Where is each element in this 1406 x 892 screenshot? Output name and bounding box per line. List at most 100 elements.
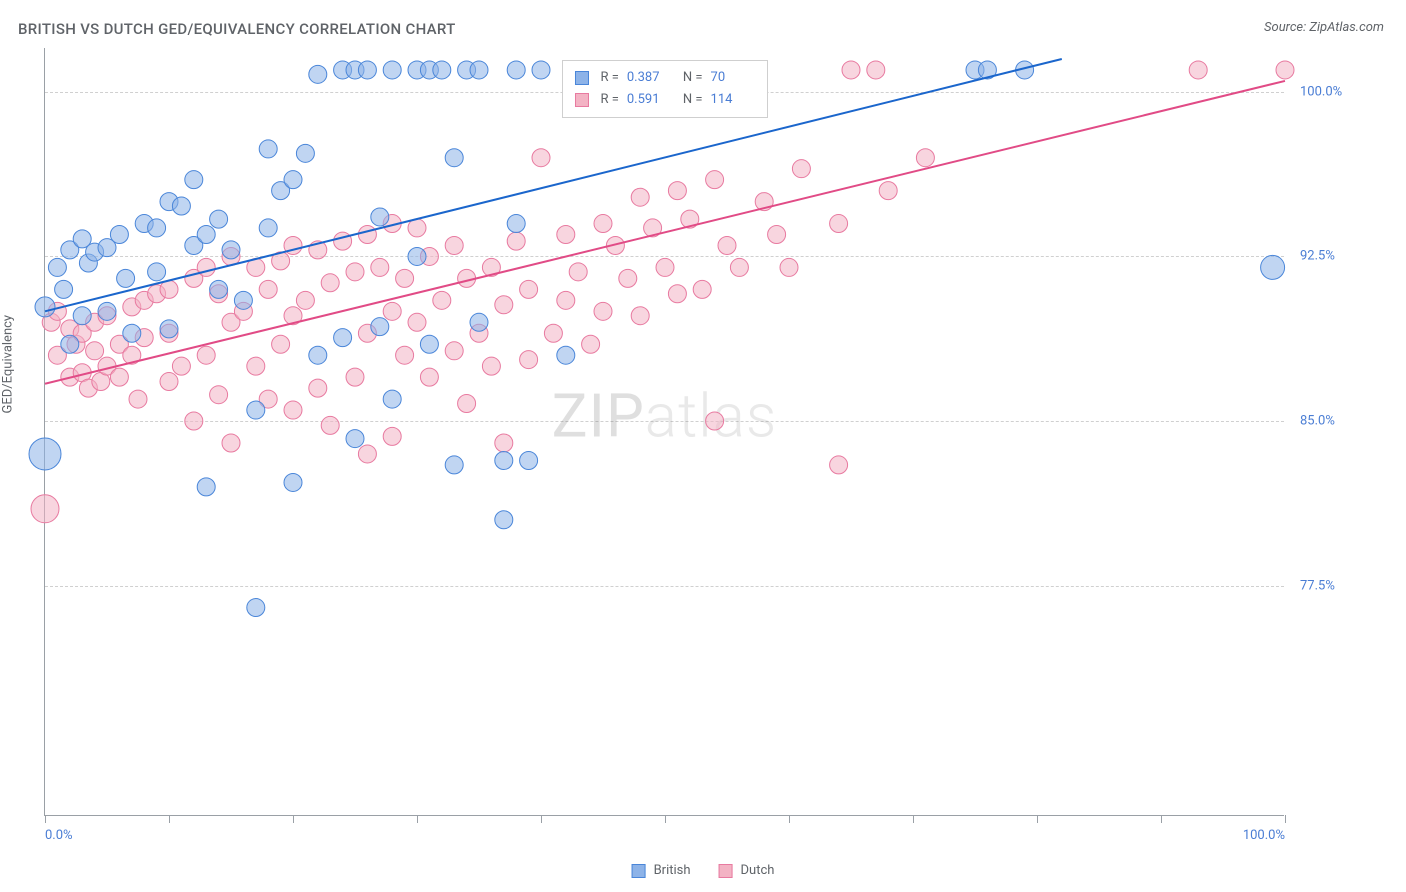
data-point [346, 368, 364, 386]
data-point [117, 269, 135, 287]
data-point [185, 412, 203, 430]
data-point [507, 61, 525, 79]
x-tick [293, 815, 294, 823]
data-point [830, 456, 848, 474]
data-point [160, 373, 178, 391]
data-point [358, 226, 376, 244]
data-point [222, 241, 240, 259]
n-value: 70 [711, 67, 755, 89]
data-point [445, 456, 463, 474]
data-point [371, 258, 389, 276]
y-tick-label: 92.5% [1300, 249, 1380, 264]
data-point [98, 302, 116, 320]
x-tick [913, 815, 914, 823]
chart-title: BRITISH VS DUTCH GED/EQUIVALENCY CORRELA… [18, 20, 456, 38]
data-point [408, 313, 426, 331]
correlation-row-british: R =0.387N =70 [574, 67, 754, 89]
data-point [185, 171, 203, 189]
data-point [470, 313, 488, 331]
data-point [383, 390, 401, 408]
data-point [594, 215, 612, 233]
n-label: N = [683, 67, 703, 89]
r-label: R = [600, 89, 618, 111]
data-point [61, 335, 79, 353]
data-point [197, 346, 215, 364]
data-point [321, 416, 339, 434]
data-point [383, 427, 401, 445]
dutch-swatch [574, 93, 588, 107]
x-tick [45, 815, 46, 823]
data-point [792, 160, 810, 178]
n-value: 114 [711, 89, 755, 111]
data-point [706, 171, 724, 189]
data-point [495, 434, 513, 452]
data-point [110, 368, 128, 386]
data-point [123, 324, 141, 342]
data-point [358, 445, 376, 463]
data-point [73, 307, 91, 325]
data-point [55, 280, 73, 298]
data-point [706, 412, 724, 430]
data-point [520, 452, 538, 470]
data-point [210, 280, 228, 298]
data-point [210, 210, 228, 228]
y-axis-label: GED/Equivalency [1, 315, 16, 414]
data-point [495, 296, 513, 314]
data-point [445, 342, 463, 360]
x-tick-label: 0.0% [45, 828, 73, 843]
data-point [916, 149, 934, 167]
data-point [668, 285, 686, 303]
data-point [334, 232, 352, 250]
data-point [718, 236, 736, 254]
x-tick [1161, 815, 1162, 823]
data-point [31, 495, 59, 523]
x-tick-label: 100.0% [1243, 828, 1285, 843]
data-point [197, 478, 215, 496]
data-point [594, 302, 612, 320]
data-point [371, 208, 389, 226]
data-point [309, 346, 327, 364]
data-point [334, 329, 352, 347]
x-tick [169, 815, 170, 823]
data-point [1189, 61, 1207, 79]
n-label: N = [683, 89, 703, 111]
data-point [396, 269, 414, 287]
data-point [867, 61, 885, 79]
data-point [160, 320, 178, 338]
data-point [247, 599, 265, 617]
data-point [247, 357, 265, 375]
r-label: R = [600, 67, 618, 89]
data-point [296, 144, 314, 162]
data-point [259, 219, 277, 237]
correlation-legend-box: R =0.387N =70R =0.591N =114 [561, 60, 767, 118]
data-point [48, 258, 66, 276]
data-point [284, 401, 302, 419]
data-point [222, 434, 240, 452]
y-tick-label: 85.0% [1300, 414, 1380, 429]
data-point [730, 258, 748, 276]
data-point [445, 236, 463, 254]
correlation-row-dutch: R =0.591N =114 [574, 89, 754, 111]
data-point [296, 291, 314, 309]
dutch-trend-line [45, 81, 1285, 384]
data-point [557, 291, 575, 309]
data-point [148, 219, 166, 237]
data-point [259, 140, 277, 158]
data-point [532, 61, 550, 79]
data-point [445, 149, 463, 167]
data-point [668, 182, 686, 200]
data-point [520, 351, 538, 369]
data-point [842, 61, 860, 79]
data-point [29, 438, 61, 470]
data-point [309, 379, 327, 397]
data-point [631, 188, 649, 206]
data-point [86, 342, 104, 360]
legend-label: Dutch [741, 863, 775, 878]
data-point [408, 247, 426, 265]
x-tick [541, 815, 542, 823]
data-point [346, 263, 364, 281]
svg-layer [45, 48, 1284, 815]
data-point [346, 430, 364, 448]
british-swatch [632, 864, 646, 878]
data-point [197, 226, 215, 244]
